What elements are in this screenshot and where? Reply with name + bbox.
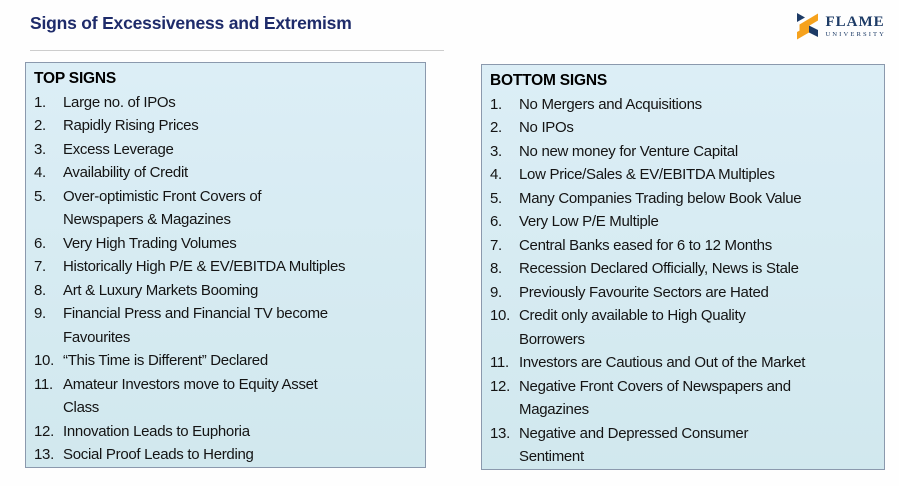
list-item-text: Social Proof Leads to Herding (63, 446, 254, 463)
list-item-text: Financial Press and Financial TV become … (63, 305, 328, 346)
list-item: 12. Innovation Leads to Euphoria (34, 420, 417, 444)
list-item: 9. Financial Press and Financial TV beco… (34, 302, 417, 349)
list-item-text: Previously Favourite Sectors are Hated (519, 283, 769, 301)
list-item-number: 9. (34, 305, 46, 322)
list-item: 10. Credit only available to High Qualit… (490, 304, 876, 351)
list-item: 9. Previously Favourite Sectors are Hate… (490, 281, 876, 305)
list-item-text: Large no. of IPOs (63, 93, 176, 111)
list-item: 8. Art & Luxury Markets Booming (34, 279, 417, 303)
list-item-text: No IPOs (519, 119, 574, 136)
title-underline (30, 50, 444, 51)
list-item-number: 7. (34, 258, 46, 275)
list-item-text: Investors are Cautious and Out of the Ma… (519, 354, 806, 371)
list-item: 13. Social Proof Leads to Herding (34, 443, 417, 467)
list-item-text: No Mergers and Acquisitions (519, 95, 702, 113)
list-item-number: 6. (490, 213, 502, 230)
list-item-text: Innovation Leads to Euphoria (63, 422, 250, 440)
list-item: 3. Excess Leverage (34, 138, 417, 162)
list-item-text: Negative Front Covers of Newspapers and … (519, 377, 791, 419)
flame-logo-name: FLAME (825, 14, 885, 31)
list-item-text: Availability of Credit (63, 164, 188, 181)
list-item-number: 8. (34, 281, 46, 299)
list-item-number: 2. (490, 119, 502, 136)
list-item-text: Many Companies Trading below Book Value (519, 189, 802, 207)
list-item-number: 12. (34, 422, 54, 440)
list-item: 6. Very Low P/E Multiple (490, 210, 876, 234)
list-item-number: 13. (34, 446, 54, 463)
list-item-text: Negative and Depressed Consumer Sentimen… (519, 424, 749, 466)
list-item-number: 2. (34, 117, 46, 134)
list-item-text: Low Price/Sales & EV/EBITDA Multiples (519, 166, 775, 183)
flame-logo-text-block: FLAME UNIVERSITY (825, 15, 886, 39)
list-item-number: 13. (490, 424, 510, 442)
list-item: 11. Investors are Cautious and Out of th… (490, 351, 876, 375)
bottom-signs-panel: BOTTOM SIGNS 1. No Mergers and Acquisiti… (481, 64, 885, 470)
list-item: 1. Large no. of IPOs (34, 91, 417, 115)
list-item: 4. Availability of Credit (34, 161, 417, 185)
list-item: 8. Recession Declared Officially, News i… (490, 257, 876, 281)
list-item-number: 7. (490, 236, 502, 254)
list-item: 5. Many Companies Trading below Book Val… (490, 187, 876, 211)
bottom-signs-list: 1. No Mergers and Acquisitions 2. No IPO… (490, 93, 876, 469)
list-item: 12. Negative Front Covers of Newspapers … (490, 375, 876, 422)
list-item-text: Very Low P/E Multiple (519, 213, 659, 230)
list-item-number: 1. (490, 95, 502, 113)
list-item-number: 11. (490, 354, 509, 371)
list-item: 7. Historically High P/E & EV/EBITDA Mul… (34, 255, 417, 279)
list-item-number: 3. (34, 140, 46, 158)
list-item-number: 9. (490, 283, 502, 301)
list-item-number: 1. (34, 93, 46, 111)
list-item-text: Over-optimistic Front Covers of Newspape… (63, 187, 262, 229)
list-item-number: 6. (34, 234, 46, 252)
list-item-text: Very High Trading Volumes (63, 234, 237, 252)
flame-logo-subname: UNIVERSITY (825, 31, 886, 39)
list-item-text: Credit only available to High Quality Bo… (519, 307, 746, 348)
list-item-text: Art & Luxury Markets Booming (63, 281, 259, 299)
list-item: 2. Rapidly Rising Prices (34, 114, 417, 138)
list-item: 1. No Mergers and Acquisitions (490, 93, 876, 117)
list-item-text: Historically High P/E & EV/EBITDA Multip… (63, 258, 346, 275)
flame-logo-icon (797, 13, 819, 40)
top-signs-panel: TOP SIGNS 1. Large no. of IPOs 2. Rapidl… (25, 62, 426, 468)
list-item-number: 11. (34, 375, 53, 393)
list-item-number: 4. (490, 166, 502, 183)
list-item-number: 5. (34, 187, 46, 205)
list-item: 3. No new money for Venture Capital (490, 140, 876, 164)
list-item: 7. Central Banks eased for 6 to 12 Month… (490, 234, 876, 258)
list-item-number: 8. (490, 260, 502, 277)
list-item: 4. Low Price/Sales & EV/EBITDA Multiples (490, 163, 876, 187)
list-item-text: Excess Leverage (63, 140, 174, 158)
list-item-number: 10. (490, 307, 510, 324)
list-item-text: No new money for Venture Capital (519, 142, 738, 160)
page-title: Signs of Excessiveness and Extremism (30, 13, 352, 33)
list-item-text: “This Time is Different” Declared (63, 352, 268, 369)
list-item: 5. Over-optimistic Front Covers of Newsp… (34, 185, 417, 232)
list-item-text: Central Banks eased for 6 to 12 Months (519, 236, 772, 254)
top-signs-heading: TOP SIGNS (34, 70, 117, 87)
list-item-number: 4. (34, 164, 46, 181)
flame-university-logo: FLAME UNIVERSITY (795, 11, 886, 43)
list-item-text: Rapidly Rising Prices (63, 117, 199, 134)
list-item-text: Amateur Investors move to Equity Asset C… (63, 375, 318, 417)
list-item: 11. Amateur Investors move to Equity Ass… (34, 373, 417, 420)
list-item: 2. No IPOs (490, 116, 876, 140)
bottom-signs-heading: BOTTOM SIGNS (490, 72, 608, 89)
list-item-number: 12. (490, 377, 510, 395)
list-item-text: Recession Declared Officially, News is S… (519, 260, 799, 277)
list-item-number: 10. (34, 352, 54, 369)
list-item: 10. “This Time is Different” Declared (34, 349, 417, 373)
list-item: 6. Very High Trading Volumes (34, 232, 417, 256)
list-item-number: 5. (490, 189, 502, 207)
top-signs-list: 1. Large no. of IPOs 2. Rapidly Rising P… (34, 91, 417, 467)
list-item-number: 3. (490, 142, 502, 160)
list-item: 13. Negative and Depressed Consumer Sent… (490, 422, 876, 469)
